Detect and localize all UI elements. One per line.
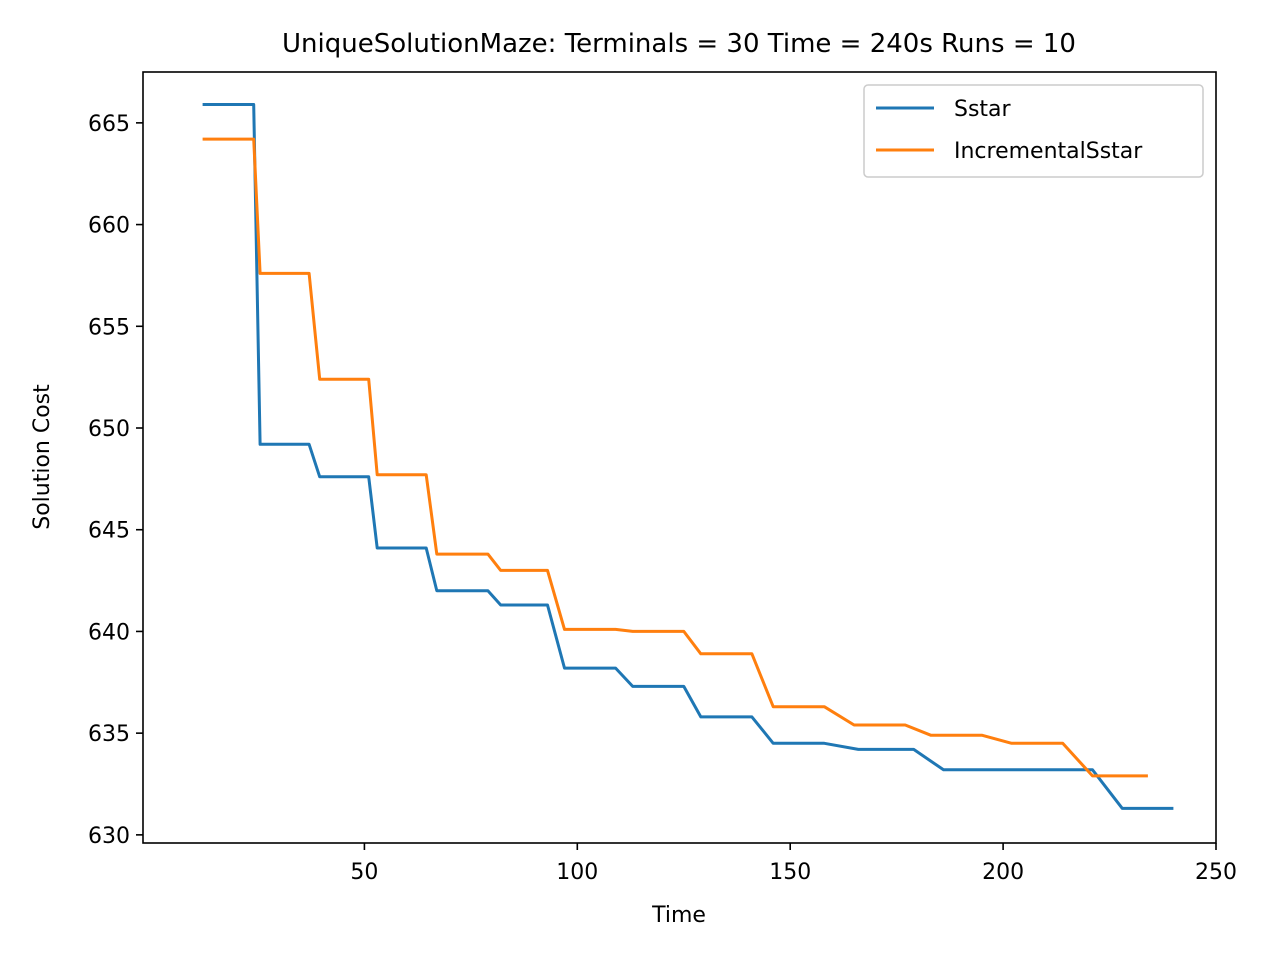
y-axis-label: Solution Cost <box>30 384 55 530</box>
series-line-sstar <box>202 103 1174 810</box>
y-tick-label: 635 <box>88 722 130 747</box>
y-tick-label: 630 <box>88 824 130 849</box>
y-tick-label: 655 <box>88 315 130 340</box>
y-tick-label: 665 <box>88 112 130 137</box>
legend-label-sstar: Sstar <box>954 97 1012 122</box>
plot-area <box>142 71 1217 844</box>
x-tick-label: 250 <box>1195 860 1237 885</box>
y-tick-label: 640 <box>88 620 130 645</box>
legend-box <box>863 84 1204 178</box>
y-tick-label: 645 <box>88 519 130 544</box>
legend: Sstar IncrementalSstar <box>863 84 1204 178</box>
y-tick-label: 660 <box>88 214 130 239</box>
series-line-incrementalsstar <box>202 137 1148 778</box>
x-tick-label: 200 <box>982 860 1024 885</box>
y-axis-ticks: 630 635 640 645 650 655 660 665 <box>88 112 143 849</box>
legend-label-incrementalsstar: IncrementalSstar <box>954 139 1143 164</box>
x-axis-ticks: 50 100 150 200 250 <box>350 843 1237 885</box>
chart-title: UniqueSolutionMaze: Terminals = 30 Time … <box>282 29 1076 59</box>
series-lines <box>202 103 1174 810</box>
y-tick-label: 650 <box>88 417 130 442</box>
x-tick-label: 50 <box>350 860 378 885</box>
x-tick-label: 150 <box>769 860 811 885</box>
x-tick-label: 100 <box>556 860 598 885</box>
x-axis-label: Time <box>651 903 706 928</box>
